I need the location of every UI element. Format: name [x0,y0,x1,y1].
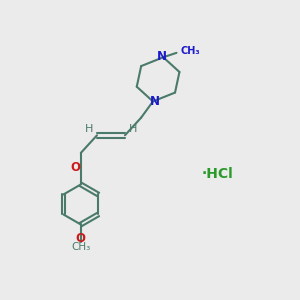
Text: N: N [157,50,167,63]
Text: N: N [149,95,159,108]
Text: CH₃: CH₃ [71,242,90,252]
Text: H: H [85,124,93,134]
Text: O: O [76,232,86,245]
Text: ·HCl: ·HCl [202,167,234,181]
Text: CH₃: CH₃ [181,46,200,56]
Text: H: H [129,124,137,134]
Text: O: O [70,161,80,174]
